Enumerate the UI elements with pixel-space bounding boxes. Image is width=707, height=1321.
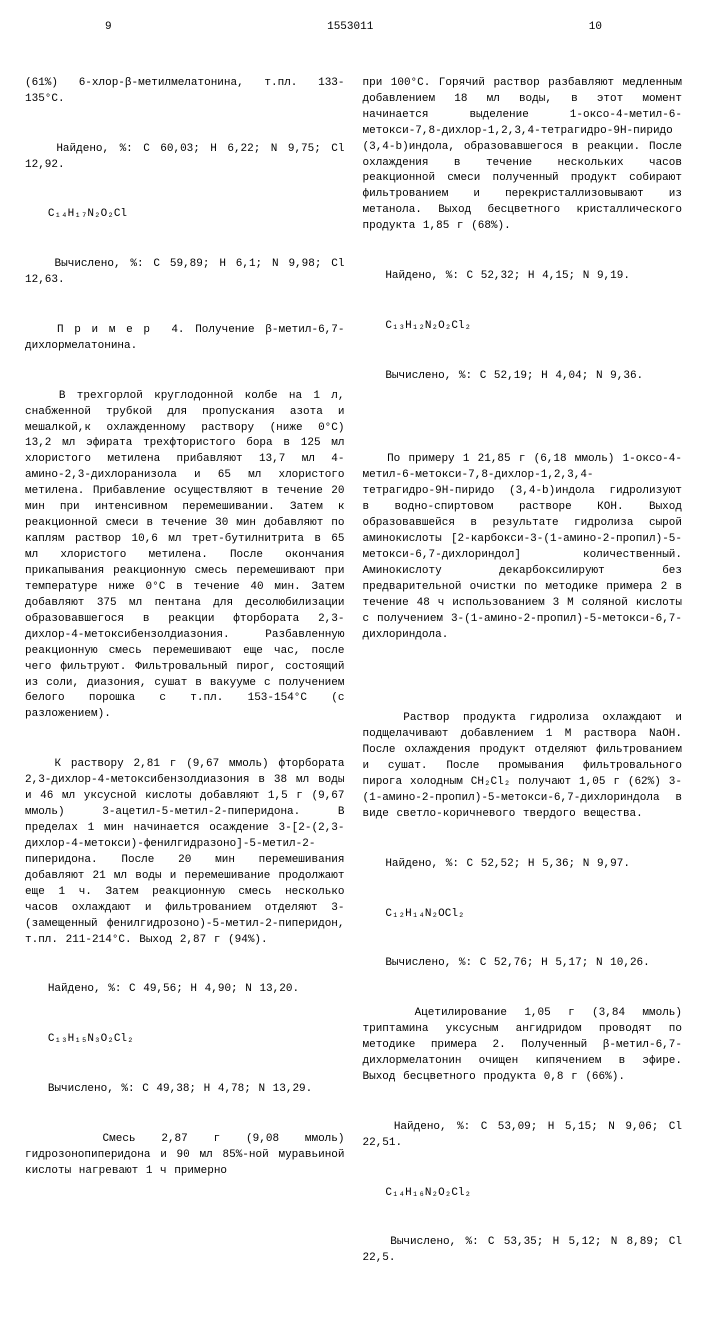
para: C₁₃H₁₅N₃O₂Cl₂ xyxy=(25,1032,345,1048)
para: Раствор продукта гидролиза охлаждают и п… xyxy=(363,711,683,823)
para: П р и м е р 4. Получение β-метил-6,7-дих… xyxy=(25,323,345,355)
page-num-left: 9 xyxy=(105,20,112,36)
para: Смесь 2,87 г (9,08 ммоль) гидрозонопипер… xyxy=(25,1132,345,1180)
para: Вычислено, %: C 52,19; H 4,04; N 9,36. xyxy=(363,369,683,385)
para: Ацетилирование 1,05 г (3,84 ммоль) трипт… xyxy=(363,1006,683,1086)
para: Вычислено, %: C 53,35; H 5,12; N 8,89; C… xyxy=(363,1235,683,1267)
para: (61%) 6-хлор-β-метилмелатонина, т.пл. 13… xyxy=(25,76,345,108)
para: Вычислено, %: C 52,76; H 5,17; N 10,26. xyxy=(363,956,683,972)
para: C₁₃H₁₂N₂O₂Cl₂ xyxy=(363,319,683,335)
para: C₁₄H₁₆N₂O₂Cl₂ xyxy=(363,1186,683,1202)
patent-number: 1553011 xyxy=(327,20,373,36)
para: В трехгорлой круглодонной колбе на 1 л, … xyxy=(25,389,345,724)
para: Найдено, %: C 60,03; H 6,22; N 9,75; Cl … xyxy=(25,142,345,174)
page-header: 9 1553011 10 xyxy=(25,20,682,36)
para: Найдено, %: C 53,09; H 5,15; N 9,06; Cl … xyxy=(363,1120,683,1152)
para: Вычислено, %: C 59,89; H 6,1; N 9,98; Cl… xyxy=(25,257,345,289)
right-column: при 100°C. Горячий раствор разбавляют ме… xyxy=(363,44,683,1301)
para: Найдено, %: C 52,32; H 4,15; N 9,19. xyxy=(363,269,683,285)
para: Вычислено, %: C 49,38; H 4,78; N 13,29. xyxy=(25,1082,345,1098)
para: C₁₂H₁₄N₂OCl₂ xyxy=(363,907,683,923)
left-column: (61%) 6-хлор-β-метилмелатонина, т.пл. 13… xyxy=(25,44,345,1301)
para: По примеру 1 21,85 г (6,18 ммоль) 1-оксо… xyxy=(363,452,683,643)
page-num-right: 10 xyxy=(589,20,602,36)
para: Найдено, %: C 52,52; H 5,36; N 9,97. xyxy=(363,857,683,873)
para: при 100°C. Горячий раствор разбавляют ме… xyxy=(363,76,683,235)
two-column-layout: (61%) 6-хлор-β-метилмелатонина, т.пл. 13… xyxy=(25,44,682,1301)
para: Найдено, %: C 49,56; H 4,90; N 13,20. xyxy=(25,982,345,998)
para: К раствору 2,81 г (9,67 ммоль) фторборат… xyxy=(25,757,345,948)
para: C₁₄H₁₇N₂O₂Cl xyxy=(25,207,345,223)
